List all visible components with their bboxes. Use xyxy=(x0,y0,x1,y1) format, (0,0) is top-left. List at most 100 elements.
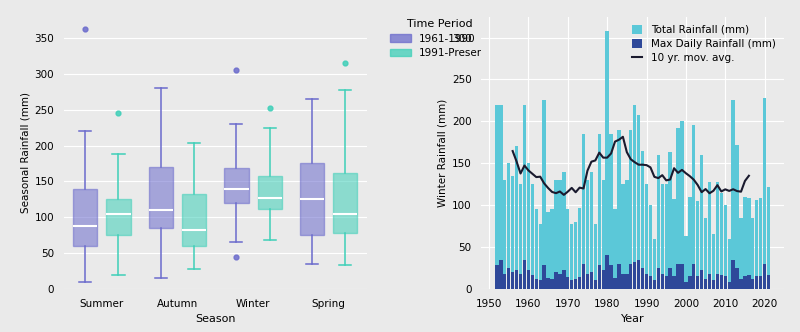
Bar xyxy=(542,100,546,289)
Bar xyxy=(767,187,770,289)
10 yr. mov. avg. xyxy=(744,174,754,178)
Bar xyxy=(590,172,593,289)
Bar xyxy=(546,212,550,289)
Bar xyxy=(692,264,695,289)
Bar xyxy=(618,264,621,289)
Bar xyxy=(562,172,566,289)
Bar xyxy=(598,265,601,289)
Bar xyxy=(507,268,510,289)
10 yr. mov. avg. xyxy=(555,190,565,194)
Bar xyxy=(676,264,680,289)
Bar xyxy=(629,130,633,289)
PathPatch shape xyxy=(224,168,249,203)
Bar xyxy=(763,264,766,289)
Bar xyxy=(696,276,699,289)
Bar xyxy=(720,275,723,289)
Bar xyxy=(590,272,593,289)
Bar xyxy=(614,278,617,289)
Bar xyxy=(566,209,570,289)
Bar xyxy=(606,31,609,289)
Bar xyxy=(530,184,534,289)
Bar xyxy=(519,274,522,289)
Bar xyxy=(747,276,750,289)
Bar xyxy=(641,268,644,289)
Bar xyxy=(700,270,703,289)
PathPatch shape xyxy=(258,176,282,208)
Bar xyxy=(739,218,742,289)
Bar xyxy=(680,264,684,289)
Bar xyxy=(759,276,762,289)
Bar xyxy=(743,276,746,289)
Bar xyxy=(578,208,582,289)
Bar xyxy=(566,277,570,289)
10 yr. mov. avg. xyxy=(642,163,651,167)
Bar xyxy=(657,268,660,289)
Bar xyxy=(743,197,746,289)
Bar xyxy=(735,145,738,289)
Bar xyxy=(526,270,530,289)
Bar xyxy=(515,270,518,289)
PathPatch shape xyxy=(182,194,206,246)
Legend: Total Rainfall (mm), Max Daily Rainfall (mm), 10 yr. mov. avg.: Total Rainfall (mm), Max Daily Rainfall … xyxy=(629,22,778,66)
Bar xyxy=(696,201,699,289)
Bar xyxy=(562,270,566,289)
Bar xyxy=(755,200,758,289)
Bar xyxy=(700,155,703,289)
Bar xyxy=(610,134,613,289)
Bar xyxy=(507,163,510,289)
Bar xyxy=(641,151,644,289)
Bar xyxy=(499,105,502,289)
Bar xyxy=(680,121,684,289)
X-axis label: Season: Season xyxy=(195,314,235,324)
Bar xyxy=(610,265,613,289)
Bar xyxy=(554,272,558,289)
PathPatch shape xyxy=(149,167,173,228)
Bar xyxy=(594,281,597,289)
Bar xyxy=(554,180,558,289)
Bar xyxy=(704,279,707,289)
Bar xyxy=(712,281,715,289)
Bar xyxy=(645,274,648,289)
Bar xyxy=(542,265,546,289)
Bar xyxy=(538,224,542,289)
Bar xyxy=(550,209,554,289)
PathPatch shape xyxy=(106,199,130,235)
Bar xyxy=(716,274,719,289)
Bar xyxy=(751,279,754,289)
Bar xyxy=(511,176,514,289)
Bar xyxy=(637,260,640,289)
Bar xyxy=(625,274,629,289)
10 yr. mov. avg. xyxy=(508,149,518,153)
Bar xyxy=(653,239,656,289)
Bar xyxy=(633,262,636,289)
Bar xyxy=(614,209,617,289)
Bar xyxy=(708,274,711,289)
Bar xyxy=(767,275,770,289)
Bar xyxy=(669,268,672,289)
Bar xyxy=(495,265,498,289)
Bar xyxy=(503,274,506,289)
Bar xyxy=(704,218,707,289)
Bar xyxy=(526,163,530,289)
Bar xyxy=(570,223,574,289)
10 yr. mov. avg. xyxy=(618,135,628,139)
Bar xyxy=(684,282,687,289)
Bar xyxy=(570,280,574,289)
Bar xyxy=(727,239,731,289)
Bar xyxy=(661,184,664,289)
Bar xyxy=(708,182,711,289)
Bar xyxy=(550,279,554,289)
Bar xyxy=(657,155,660,289)
Bar xyxy=(515,146,518,289)
Bar xyxy=(723,276,727,289)
Bar xyxy=(558,180,562,289)
Bar xyxy=(747,198,750,289)
Bar xyxy=(723,205,727,289)
Y-axis label: Winter Rainfall (mm): Winter Rainfall (mm) xyxy=(438,99,448,207)
10 yr. mov. avg. xyxy=(658,173,667,177)
Bar xyxy=(534,279,538,289)
Bar xyxy=(622,274,625,289)
10 yr. mov. avg. xyxy=(594,151,604,155)
Bar xyxy=(755,276,758,289)
Bar xyxy=(495,105,498,289)
